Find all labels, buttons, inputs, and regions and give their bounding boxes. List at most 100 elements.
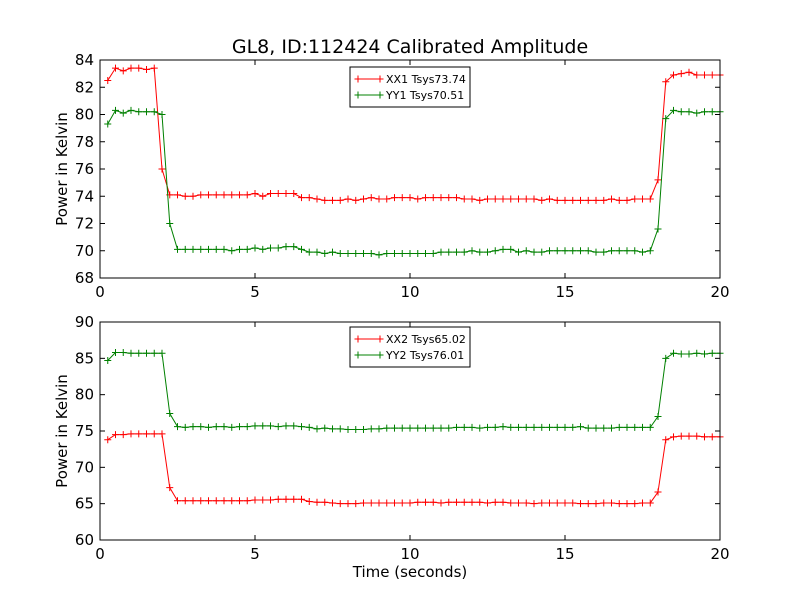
data-point [708,108,716,116]
data-point [212,423,220,431]
data-point [437,424,445,432]
data-point [476,498,484,506]
data-point [135,64,143,72]
data-point [654,225,662,233]
data-point [282,495,290,503]
data-point [274,190,282,198]
data-point [600,424,608,432]
data-point [243,423,251,431]
data-point [507,195,515,203]
data-point [150,108,158,116]
data-point [468,498,476,506]
data-point [538,196,546,204]
y-tick-label: 76 [75,160,94,178]
data-point [670,433,677,441]
data-point [189,423,197,431]
data-point [422,498,429,506]
data-point [189,192,197,200]
data-point [484,499,491,507]
data-point [515,499,522,507]
data-point [197,423,205,431]
data-point [522,423,530,431]
data-point [391,499,398,507]
data-point [398,194,406,202]
data-point [104,76,112,84]
x-tick-label: 15 [555,545,574,563]
data-point [553,196,561,204]
y-tick-label: 80 [75,386,94,404]
data-point [352,500,360,508]
data-point [507,499,515,507]
data-point [577,196,584,204]
data-point [662,436,670,444]
data-point [654,488,662,496]
data-point [158,349,166,357]
data-point [507,245,515,253]
data-point [181,423,189,431]
data-point [623,247,631,255]
series-1 [104,430,724,508]
data-point [344,426,352,434]
data-point [127,106,135,114]
data-point [561,196,569,204]
data-point [119,431,127,439]
data-point [212,245,220,253]
legend-box [349,66,471,108]
x-tick-label: 20 [710,283,729,301]
data-point [267,190,274,198]
data-point [104,357,112,365]
x-tick-label: 0 [95,545,105,563]
data-point [189,497,197,505]
data-point [631,423,639,431]
data-point [468,247,476,255]
data-point [670,349,677,357]
data-point [701,108,708,116]
data-point [701,71,708,79]
data-point [693,109,701,117]
data-point [685,108,693,116]
data-point [569,499,577,507]
data-point [429,194,437,202]
data-point [391,249,398,257]
data-point [476,424,484,432]
data-point [608,499,615,507]
data-point [367,425,375,433]
data-point [220,191,228,199]
data-point [220,245,228,253]
data-point [414,195,422,203]
data-point [615,247,623,255]
data-point [445,248,453,256]
data-point [491,423,499,431]
data-point [383,195,391,203]
data-point [530,248,538,256]
data-point [414,249,422,257]
data-point [460,195,468,203]
data-point [460,248,468,256]
data-point [499,195,507,203]
data-point [592,196,600,204]
data-point [406,194,414,202]
data-point [290,495,298,503]
data-point [197,245,205,253]
legend-marker [376,91,384,99]
data-point [290,422,298,430]
data-point [205,423,212,431]
data-point [383,499,391,507]
y-tick-label: 74 [75,187,94,205]
data-point [662,115,670,123]
data-point [135,430,143,438]
data-point [236,497,243,505]
data-point [336,500,344,508]
data-point [491,195,499,203]
data-point [615,196,623,204]
data-point [491,498,499,506]
legend: XX1 Tsys73.74 YY1 Tsys70.51 [349,66,471,108]
data-point [437,194,445,202]
legend-label: YY1 Tsys70.51 [385,89,464,102]
data-point [197,497,205,505]
data-point [708,71,716,79]
data-point [104,436,112,444]
y-axis-label: Power in Kelvin [53,374,71,488]
data-point [119,109,127,117]
y-tick-label: 80 [75,106,94,124]
